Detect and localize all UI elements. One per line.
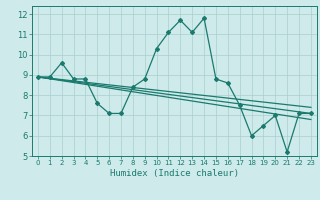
X-axis label: Humidex (Indice chaleur): Humidex (Indice chaleur) bbox=[110, 169, 239, 178]
